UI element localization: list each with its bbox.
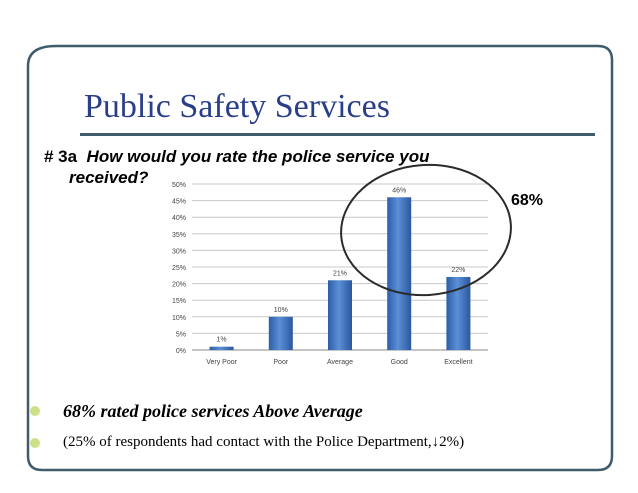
bar-average: [328, 280, 352, 350]
x-tick-label: Very Poor: [206, 359, 237, 366]
x-tick-label: Poor: [273, 359, 288, 366]
y-tick-label: 30%: [172, 248, 186, 255]
question-line-1: How would you rate the police service yo…: [86, 147, 430, 166]
x-tick-label: Good: [391, 359, 408, 366]
question-line-2: received?: [69, 168, 149, 187]
bullet-dot: [30, 406, 40, 416]
bar-good: [387, 197, 412, 350]
highlight-ellipse: [340, 163, 512, 297]
chart-bars: [209, 197, 471, 350]
bullet-dot: [30, 438, 40, 448]
bullet-summary: 68% rated police services Above Average: [30, 401, 635, 422]
slide-title: Public Safety Services: [84, 88, 390, 125]
slide-border: [26, 44, 614, 472]
chart-y-tick-labels: 0% 5% 10% 15% 20% 25% 30% 35% 40% 45% 50%: [172, 182, 186, 355]
chart-x-tick-labels: Very Poor Poor Average Good Excellent: [206, 359, 472, 366]
y-tick-label: 50%: [172, 182, 186, 189]
y-tick-label: 10%: [172, 315, 186, 322]
y-tick-label: 45%: [172, 199, 186, 206]
x-tick-label: Average: [327, 359, 353, 366]
y-tick-label: 35%: [172, 232, 186, 239]
chart-data-labels: 1% 10% 21% 46% 22%: [217, 187, 466, 343]
question-number: # 3a: [44, 147, 78, 166]
y-tick-label: 5%: [176, 331, 186, 338]
question-text: # 3a How would you rate the police servi…: [44, 146, 544, 188]
bullet-respondents-text: (25% of respondents had contact with the…: [63, 434, 465, 450]
data-label: 21%: [333, 270, 347, 277]
y-tick-label: 15%: [172, 298, 186, 305]
y-tick-label: 40%: [172, 215, 186, 222]
highlight-percentage: 68%: [511, 192, 544, 209]
data-label: 10%: [274, 307, 288, 314]
title-underline: [80, 133, 595, 136]
y-tick-label: 0%: [176, 348, 186, 355]
bullet-respondents: (25% of respondents had contact with the…: [30, 434, 635, 451]
bullet-summary-text: 68% rated police services Above Average: [63, 401, 363, 421]
data-label: 1%: [217, 337, 227, 344]
data-label: 22%: [451, 267, 465, 274]
y-tick-label: 20%: [172, 282, 186, 289]
data-label: 46%: [392, 187, 406, 194]
bar-poor: [268, 316, 293, 350]
y-tick-label: 25%: [172, 265, 186, 272]
bar-very-poor: [209, 346, 234, 350]
x-tick-label: Excellent: [444, 359, 472, 366]
bar-chart: 0% 5% 10% 15% 20% 25% 30% 35% 40% 45% 50% 1% 10% 21%…: [172, 182, 488, 366]
